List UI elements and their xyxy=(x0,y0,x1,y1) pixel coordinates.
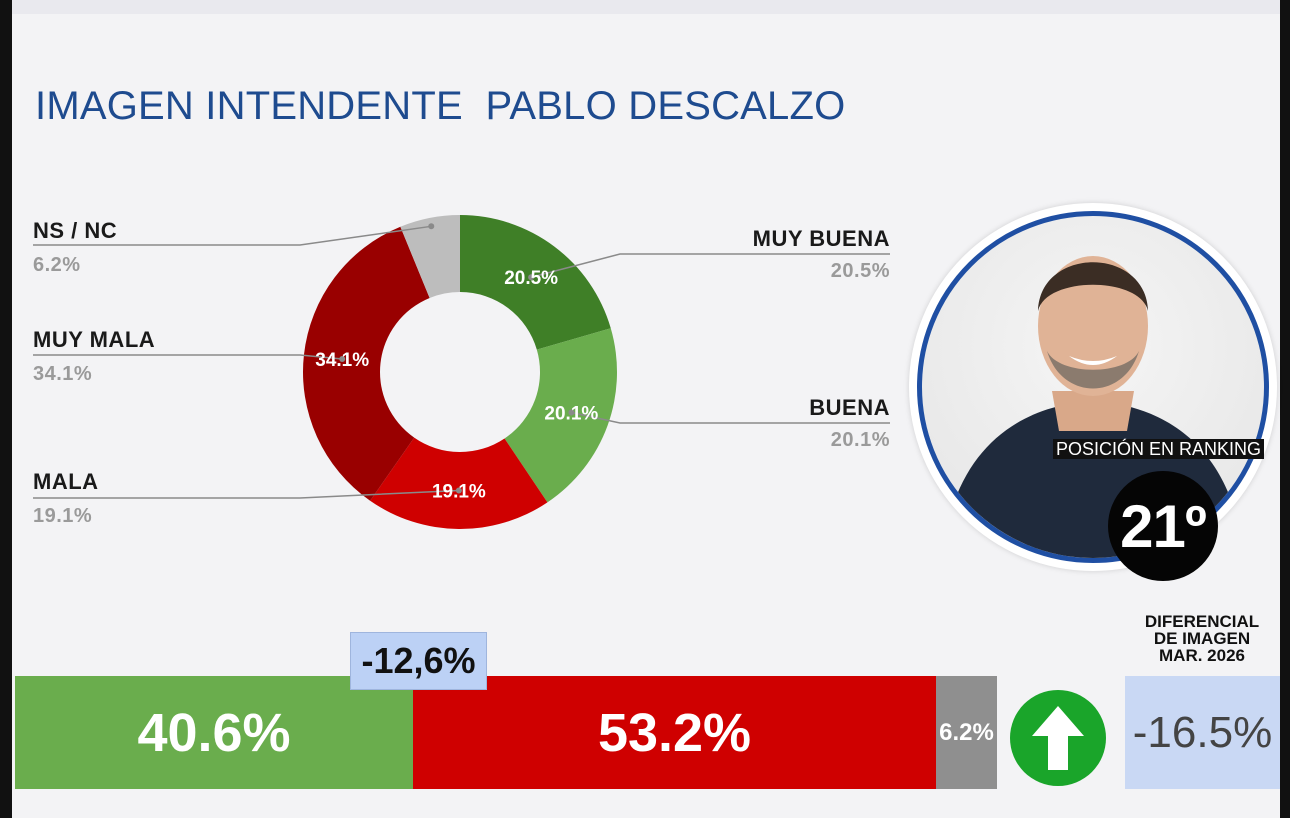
page-title: IMAGEN INTENDENTE PABLO DESCALZO xyxy=(35,84,846,128)
up-arrow-icon xyxy=(1010,690,1106,786)
leader-line xyxy=(530,253,890,278)
ns-nc-bar: 6.2% xyxy=(936,676,997,789)
leader-line xyxy=(33,489,459,499)
leader-line xyxy=(33,354,343,360)
differential-title-line: DE IMAGEN xyxy=(1153,629,1251,648)
legend-value-buena: 20.1% xyxy=(830,429,890,451)
leader-line xyxy=(571,411,890,424)
donut-slice-buena xyxy=(504,328,617,503)
legend-label-muy-buena: MUY BUENA xyxy=(752,226,890,251)
difference-badge: -12,6% xyxy=(350,632,487,690)
differential-value: -16.5% xyxy=(1125,676,1280,789)
left-border xyxy=(0,0,12,818)
legend-value-muy-buena: 20.5% xyxy=(830,260,890,282)
donut-slice-ns-nc xyxy=(400,215,460,298)
donut-slice-muy-mala xyxy=(302,226,430,501)
donut-slice-mala xyxy=(370,437,548,529)
positive-image-bar: 40.6% xyxy=(15,676,413,789)
intendente-photo xyxy=(917,211,1269,563)
legend-value-ns-nc: 6.2% xyxy=(33,254,81,276)
differential-title-line: MAR. 2026 xyxy=(1159,646,1245,665)
donut-data-label: 19.1% xyxy=(432,481,486,502)
legend-value-muy-mala: 34.1% xyxy=(33,363,93,385)
leader-line xyxy=(33,225,432,246)
leader-dot xyxy=(339,355,346,362)
donut-data-label: 34.1% xyxy=(315,350,369,371)
leader-dot xyxy=(428,223,435,230)
donut-slice-muy-buena xyxy=(460,215,611,350)
leader-dot xyxy=(528,274,535,281)
legend-value-mala: 19.1% xyxy=(33,505,93,527)
ranking-badge: 21º xyxy=(1108,471,1218,581)
negative-image-bar: 53.2% xyxy=(413,676,936,789)
ranking-label: POSICIÓN EN RANKING xyxy=(1053,439,1265,459)
differential-title: DIFERENCIAL DE IMAGEN MAR. 2026 xyxy=(1128,613,1276,664)
donut-data-label: 20.1% xyxy=(544,403,598,424)
legend-label-buena: BUENA xyxy=(809,395,890,420)
donut-data-label: 20.5% xyxy=(504,268,558,289)
top-band xyxy=(12,0,1280,14)
legend-label-ns-nc: NS / NC xyxy=(33,218,118,243)
legend-label-mala: MALA xyxy=(33,469,99,494)
legend-label-muy-mala: MUY MALA xyxy=(33,327,156,352)
right-border xyxy=(1280,0,1290,818)
leader-dot xyxy=(455,487,462,494)
differential-title-line: DIFERENCIAL xyxy=(1144,612,1260,631)
leader-dot xyxy=(568,409,575,416)
